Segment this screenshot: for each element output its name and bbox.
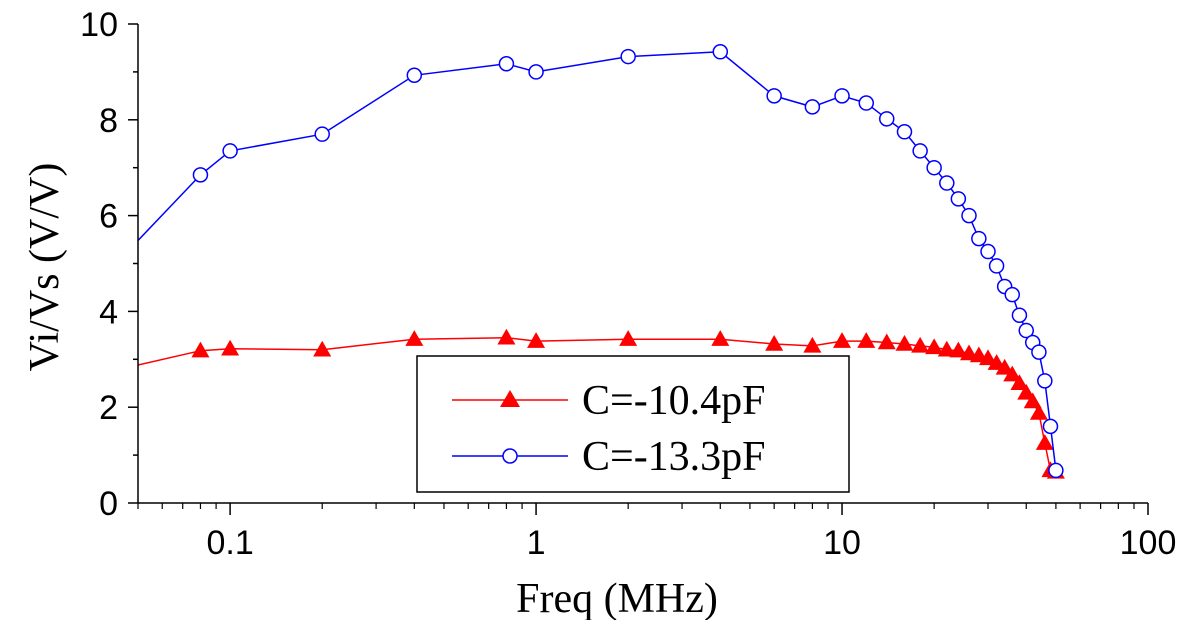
series-2-point — [980, 243, 996, 260]
series-2-point — [766, 88, 782, 104]
series-1-point — [979, 349, 998, 366]
series-1-point — [1003, 365, 1022, 382]
y-tick-label: 10 — [80, 6, 118, 44]
series-2-point — [1018, 322, 1034, 339]
series-1-point — [803, 336, 822, 353]
series-2-point — [804, 99, 821, 115]
series-1-point — [949, 341, 968, 358]
series-2-point — [896, 124, 913, 140]
series-1-point — [313, 340, 332, 357]
y-axis-title: Vi/Vs (V/V) — [22, 163, 68, 372]
series-1-point — [911, 336, 930, 353]
series-1-point — [857, 332, 876, 348]
series-2-point — [620, 48, 636, 65]
series-1-point — [1035, 434, 1054, 450]
series-2-point — [498, 56, 515, 72]
legend-label-series-1: C=-10.4pF — [582, 378, 766, 424]
series-2-point — [950, 191, 967, 207]
series-2-point — [712, 44, 729, 60]
tick-labels: 0.1 1 10 100 0 2 4 6 8 10 — [80, 6, 1176, 562]
x-tick-label: 10 — [823, 524, 861, 562]
axes — [128, 23, 1149, 515]
series-2-point — [1011, 307, 1028, 323]
series-1-point — [619, 330, 638, 346]
legend-box — [416, 355, 850, 493]
series-2-point — [1004, 286, 1020, 303]
series-1-point — [1023, 392, 1042, 409]
legend-marker-series-1 — [500, 390, 520, 407]
x-tick-label: 0.1 — [206, 524, 253, 562]
series-1-point — [711, 330, 730, 346]
series-1-point — [877, 333, 896, 350]
y-tick-label: 2 — [99, 389, 118, 427]
series-2-point — [858, 95, 875, 111]
x-tick-label: 100 — [1120, 524, 1177, 562]
series-2-point — [406, 67, 423, 84]
series-2-point — [528, 64, 544, 80]
series-2-point — [912, 143, 928, 159]
series-1-point — [937, 340, 956, 357]
series-2-point — [834, 88, 850, 104]
y-tick-label: 0 — [99, 485, 118, 523]
series-1-point — [405, 330, 424, 346]
series-2-point — [971, 230, 987, 247]
series-1-point — [925, 338, 944, 355]
series-2-point — [926, 159, 942, 176]
series-1-point — [221, 339, 240, 356]
series-2-point — [1031, 344, 1047, 360]
x-tick-label: 1 — [527, 524, 546, 562]
legend: C=-10.4pF C=-13.3pF — [416, 355, 850, 493]
y-tick-label: 4 — [99, 293, 118, 331]
series-2-point — [1042, 418, 1059, 435]
series-1-point — [191, 341, 210, 358]
series-2-point — [961, 207, 977, 224]
series-2-point — [314, 126, 330, 142]
x-axis-title: Freq (MHz) — [516, 576, 718, 620]
series-2-point — [1037, 373, 1053, 389]
series-1-point — [995, 358, 1014, 375]
series-2-point — [1048, 462, 1064, 479]
legend-marker-series-2 — [502, 448, 518, 464]
series-2-point — [988, 258, 1005, 274]
series-2-point — [192, 167, 209, 183]
series-layer — [138, 44, 1065, 479]
series-2-point — [939, 175, 955, 191]
series-1-point — [895, 334, 914, 351]
legend-label-series-2: C=-13.3pF — [582, 434, 766, 480]
series-1-point — [765, 334, 784, 351]
series-1-point — [1029, 403, 1048, 420]
series-1-point — [833, 332, 852, 348]
series-1-point — [497, 328, 516, 345]
y-tick-label: 6 — [99, 198, 118, 236]
series-2-point — [878, 111, 895, 127]
series-1-point — [527, 332, 546, 348]
y-tick-label: 8 — [99, 102, 118, 140]
series-1-point — [1017, 383, 1036, 400]
series-2-point — [222, 143, 238, 159]
series-1-point — [1010, 374, 1029, 390]
